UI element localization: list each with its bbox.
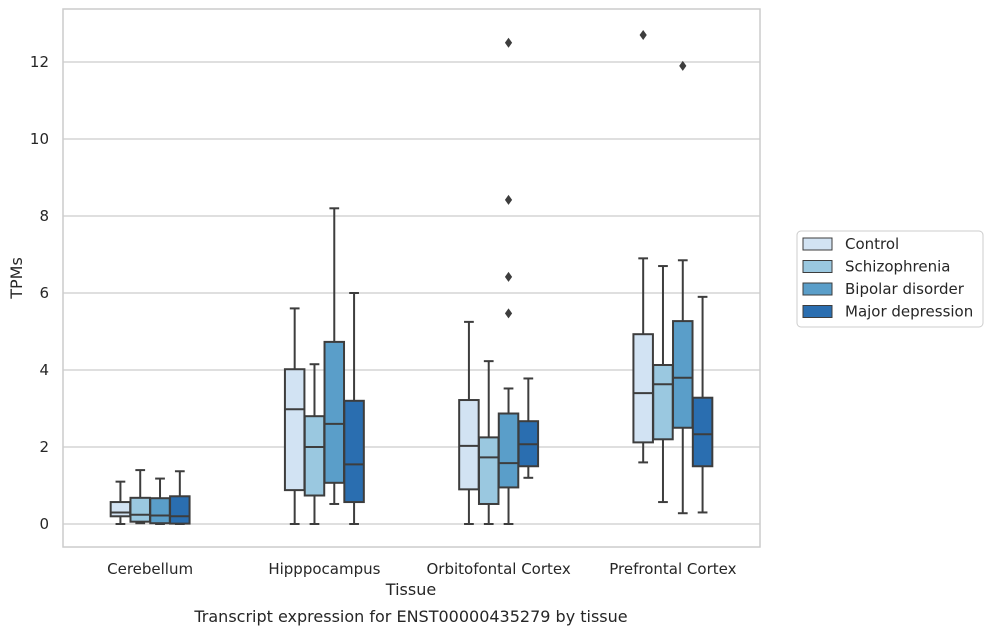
legend-swatch bbox=[802, 305, 833, 318]
outlier-point bbox=[679, 60, 687, 71]
legend-label: Bipolar disorder bbox=[845, 280, 965, 298]
box-major-depression bbox=[691, 295, 714, 514]
box-iqr bbox=[497, 412, 520, 489]
box-iqr bbox=[149, 497, 171, 525]
y-tick-label: 12 bbox=[30, 53, 49, 71]
y-tick-label: 8 bbox=[39, 207, 49, 225]
box-schizophrenia bbox=[303, 363, 326, 525]
box-major-depression bbox=[169, 470, 191, 525]
gridlines bbox=[63, 61, 760, 525]
outlier-point bbox=[504, 37, 513, 48]
box-iqr bbox=[458, 399, 480, 491]
box-schizophrenia bbox=[652, 265, 674, 504]
y-tick-label: 0 bbox=[39, 515, 49, 533]
x-axis-label: Tissue bbox=[385, 580, 436, 599]
legend-item: Schizophrenia bbox=[802, 258, 950, 276]
x-tick-label: Orbitofontal Cortex bbox=[427, 560, 571, 578]
box-iqr bbox=[477, 436, 500, 505]
legend-swatch bbox=[802, 237, 833, 251]
y-tick-label: 10 bbox=[30, 130, 49, 148]
box-iqr bbox=[652, 363, 674, 441]
legend-swatch bbox=[802, 260, 833, 273]
box-iqr bbox=[283, 368, 306, 492]
box-bipolar-disorder bbox=[323, 207, 346, 505]
x-tick-label: Prefrontal Cortex bbox=[609, 560, 736, 578]
plot-frame bbox=[62, 8, 761, 548]
legend-item: Major depression bbox=[802, 303, 973, 321]
legend-label: Major depression bbox=[845, 303, 973, 321]
box-bipolar-disorder bbox=[497, 37, 520, 525]
box-control bbox=[458, 320, 480, 525]
outlier-point bbox=[504, 194, 513, 205]
y-axis-label: TPMs bbox=[7, 257, 26, 300]
legend-item: Bipolar disorder bbox=[802, 280, 965, 298]
y-tick-label: 6 bbox=[39, 284, 49, 302]
legend-swatch bbox=[802, 282, 833, 296]
outlier-point bbox=[504, 271, 513, 282]
box-iqr bbox=[109, 501, 132, 518]
box-iqr bbox=[343, 399, 365, 504]
box-iqr bbox=[303, 415, 326, 497]
box-iqr bbox=[323, 340, 346, 484]
legend-label: Control bbox=[845, 235, 899, 253]
outlier-point bbox=[504, 308, 513, 319]
y-tick-label: 4 bbox=[39, 361, 49, 379]
x-tick-label: Hipppocampus bbox=[268, 560, 380, 578]
y-ticks: 0 2 4 6 8 10 12 bbox=[30, 53, 49, 533]
box-iqr bbox=[169, 495, 191, 525]
box-iqr bbox=[672, 320, 694, 429]
legend: Control Schizophrenia Bipolar disorder Majo… bbox=[796, 230, 984, 328]
x-ticks: Cerebellum Hipppocampus Orbitofontal Corte… bbox=[107, 560, 736, 578]
box-schizophrenia bbox=[477, 360, 500, 525]
box-control bbox=[632, 30, 654, 464]
y-tick-label: 2 bbox=[39, 438, 49, 456]
box-schizophrenia bbox=[129, 469, 151, 525]
box-bipolar-disorder bbox=[672, 60, 694, 515]
legend-frame bbox=[796, 230, 984, 328]
box-control bbox=[283, 307, 306, 525]
box-major-depression bbox=[517, 377, 540, 479]
chart-caption: Transcript expression for ENST0000043527… bbox=[193, 607, 627, 626]
legend-label: Schizophrenia bbox=[845, 258, 950, 276]
box-major-depression bbox=[343, 292, 365, 525]
box-iqr bbox=[129, 496, 151, 523]
legend-item: Control bbox=[802, 235, 899, 253]
box-iqr bbox=[691, 396, 714, 468]
box-iqr bbox=[632, 333, 654, 444]
box-control bbox=[109, 480, 132, 525]
outlier-point bbox=[639, 30, 647, 41]
x-tick-label: Cerebellum bbox=[107, 560, 193, 578]
plot-boxes bbox=[109, 30, 714, 525]
box-bipolar-disorder bbox=[149, 477, 171, 525]
